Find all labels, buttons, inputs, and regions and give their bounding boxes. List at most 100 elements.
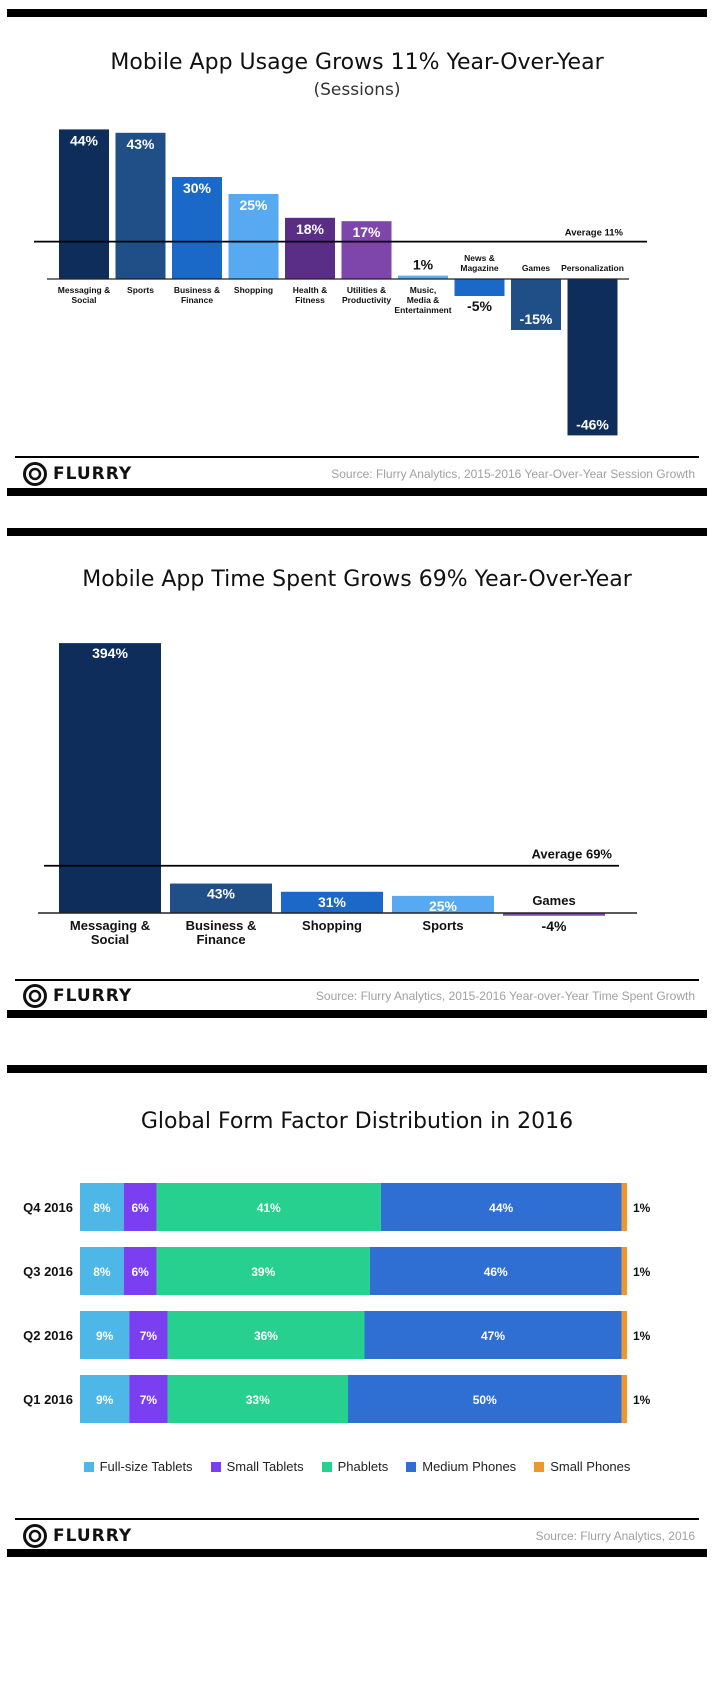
legend-swatch <box>83 1461 94 1472</box>
legend-swatch <box>534 1461 545 1472</box>
category-label: Shopping <box>234 285 273 295</box>
bar <box>398 275 448 279</box>
category-label: Health & <box>293 285 327 295</box>
bar <box>392 895 494 913</box>
stack-segment <box>156 1183 381 1231</box>
stack-segment <box>80 1375 130 1423</box>
bar-value-label: 1% <box>413 257 434 273</box>
bar-value-label: 43% <box>207 886 236 902</box>
stack-segment <box>621 1375 627 1423</box>
bar <box>567 279 618 436</box>
chart-panel-time-spent: Mobile App Time Spent Grows 69% Year-Ove… <box>7 525 707 1025</box>
bar-value-label: -4% <box>542 918 567 934</box>
bar-value-label: 25% <box>429 898 458 914</box>
segment-value-label: 9% <box>96 1393 114 1407</box>
bar <box>59 129 109 279</box>
bar <box>172 177 222 279</box>
segment-value-label: 7% <box>140 1329 158 1343</box>
legend-swatch <box>406 1461 417 1472</box>
segment-value-label: 1% <box>633 1201 651 1215</box>
chart-panel-form-factor: Global Form Factor Distribution in 2016 … <box>7 1065 707 1685</box>
bottom-rule <box>7 488 707 496</box>
footer-rule <box>15 456 699 458</box>
legend-label: Full-size Tablets <box>99 1459 193 1474</box>
sessions-bar-chart: 44% Messaging &Social 43% Sports 30% Business… <box>34 129 647 436</box>
chart-source: Source: Flurry Analytics, 2015-2016 Year… <box>315 989 695 1003</box>
bar <box>285 217 335 279</box>
segment-value-label: 6% <box>131 1265 149 1279</box>
chart-title: Mobile App Time Spent Grows 69% Year-Ove… <box>82 567 632 592</box>
legend-item: Small Tablets <box>210 1459 304 1474</box>
bar-value-label: -46% <box>576 416 609 432</box>
chart-panel-sessions: Mobile App Usage Grows 11% Year-Over-Yea… <box>7 0 707 500</box>
chart-subtitle: (Sessions) <box>313 80 401 100</box>
segment-value-label: 1% <box>633 1329 651 1343</box>
bar-value-label: 18% <box>296 221 325 237</box>
category-label: Sports <box>127 285 154 295</box>
form-factor-stacked-chart: Q4 2016 8% 6% 41% 44% 1% Q3 2016 8% 6% 39% 46% 1% Q2… <box>23 1183 651 1423</box>
category-label: Messaging & <box>70 918 150 933</box>
legend-label: Small Phones <box>550 1459 631 1474</box>
bar-value-label: 25% <box>239 197 268 213</box>
category-label: Games <box>532 893 575 908</box>
category-label: Magazine <box>460 263 499 273</box>
bar <box>228 194 279 279</box>
stack-segment <box>123 1183 157 1231</box>
bar-value-label: 30% <box>183 180 212 196</box>
stack-segment <box>80 1311 130 1359</box>
category-label: Finance <box>196 932 245 947</box>
flurry-logo-icon <box>23 462 47 486</box>
category-label: Entertainment <box>394 305 451 315</box>
legend-item: Medium Phones <box>406 1459 516 1474</box>
legend-label: Small Tablets <box>226 1459 304 1474</box>
segment-value-label: 6% <box>131 1201 149 1215</box>
stack-segment <box>621 1311 627 1359</box>
segment-value-label: 8% <box>93 1265 111 1279</box>
stack-segment <box>369 1247 622 1295</box>
brand-name: FLURRY <box>53 464 133 484</box>
bar <box>59 643 161 913</box>
bar <box>170 883 272 913</box>
footer-rule <box>15 1518 699 1520</box>
category-label: Productivity <box>342 295 391 305</box>
legend-label: Phablets <box>337 1459 389 1474</box>
bar <box>454 279 505 296</box>
stack-segment <box>621 1247 627 1295</box>
segment-value-label: 33% <box>246 1393 270 1407</box>
brand: FLURRY <box>23 462 132 486</box>
row-label: Q2 2016 <box>23 1328 73 1343</box>
segment-value-label: 1% <box>633 1393 651 1407</box>
brand-name: FLURRY <box>53 1526 133 1546</box>
legend-item: Small Phones <box>534 1459 630 1474</box>
stack-segment <box>123 1247 157 1295</box>
bar <box>281 891 383 913</box>
chart-legend: Full-size Tablets Small Tablets Phablets Me… <box>7 1459 707 1474</box>
stack-segment <box>167 1311 365 1359</box>
category-label: Business & <box>174 285 220 295</box>
category-label: News & <box>464 253 495 263</box>
flurry-logo-icon <box>23 984 47 1008</box>
bar-value-label: 44% <box>70 132 99 148</box>
row-label: Q3 2016 <box>23 1264 73 1279</box>
bar <box>341 221 392 279</box>
flurry-logo-icon <box>23 1524 47 1548</box>
category-label: Shopping <box>302 918 362 933</box>
stack-segment <box>156 1247 370 1295</box>
chart-title: Global Form Factor Distribution in 2016 <box>140 1109 574 1134</box>
stack-segment <box>380 1183 622 1231</box>
brand: FLURRY <box>23 984 132 1008</box>
category-label: Finance <box>181 295 213 305</box>
legend-swatch <box>210 1461 221 1472</box>
segment-value-label: 9% <box>96 1329 114 1343</box>
bar <box>115 132 166 279</box>
bar-value-label: 17% <box>352 224 381 240</box>
stack-segment <box>348 1375 622 1423</box>
category-label: Social <box>91 932 129 947</box>
legend-label: Medium Phones <box>422 1459 517 1474</box>
row-label: Q1 2016 <box>23 1392 73 1407</box>
stack-segment <box>129 1375 168 1423</box>
chart-source: Source: Flurry Analytics, 2016 <box>535 1529 695 1543</box>
segment-value-label: 8% <box>93 1201 111 1215</box>
bar-value-label: 43% <box>126 136 155 152</box>
category-label: Utilities & <box>347 285 386 295</box>
